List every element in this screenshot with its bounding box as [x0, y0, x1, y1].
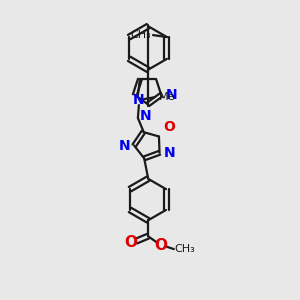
- Text: CH₃: CH₃: [175, 244, 196, 254]
- Text: CH₃: CH₃: [130, 30, 151, 40]
- Text: N: N: [166, 88, 178, 102]
- Text: N: N: [164, 146, 175, 160]
- Text: O: O: [154, 238, 167, 253]
- Text: N: N: [133, 93, 145, 107]
- Text: O: O: [163, 119, 175, 134]
- Text: N: N: [118, 139, 130, 152]
- Text: N: N: [140, 110, 152, 123]
- Text: O: O: [125, 235, 138, 250]
- Text: Me: Me: [159, 92, 175, 102]
